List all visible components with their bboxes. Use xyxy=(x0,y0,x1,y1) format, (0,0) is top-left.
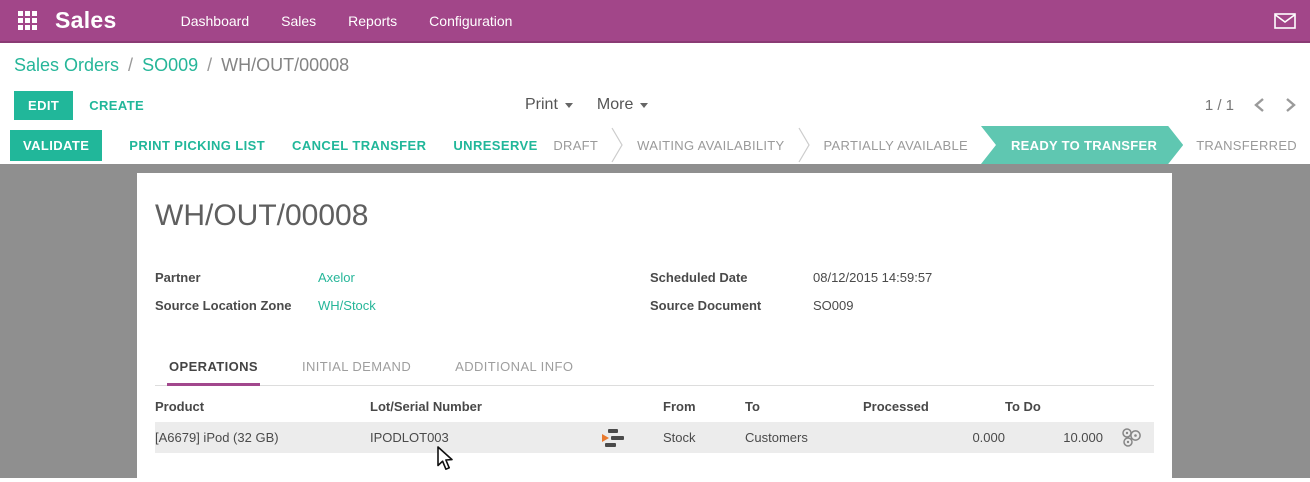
cell-product: [A6679] iPod (32 GB) xyxy=(155,430,279,445)
pager: 1 / 1 xyxy=(1205,97,1296,114)
chevron-down-icon xyxy=(640,102,649,108)
pager-previous-icon[interactable] xyxy=(1254,97,1265,113)
status-separator-icon xyxy=(611,126,624,164)
status-waiting-availability[interactable]: WAITING AVAILABILITY xyxy=(637,137,785,153)
status-separator-icon xyxy=(798,126,811,164)
cell-lot[interactable]: IPODLOT003 xyxy=(370,430,449,445)
form-sheet: WH/OUT/00008 Partner Axelor Source Locat… xyxy=(137,173,1172,478)
edit-button[interactable]: EDIT xyxy=(14,90,74,120)
apps-grid-icon[interactable] xyxy=(18,11,37,30)
breadcrumb-separator: / xyxy=(128,55,134,75)
messages-envelope-icon[interactable] xyxy=(1274,12,1296,29)
status-draft[interactable]: DRAFT xyxy=(553,137,599,153)
status-ready-to-transfer[interactable]: READY TO TRANSFER xyxy=(981,126,1183,164)
cell-processed[interactable]: 0.000 xyxy=(972,430,1005,445)
tab-additional-info[interactable]: ADDITIONAL INFO xyxy=(455,359,574,374)
cell-to: Customers xyxy=(745,430,808,445)
action-bar: VALIDATE PRINT PICKING LIST CANCEL TRANS… xyxy=(0,126,1310,164)
print-picking-list-button[interactable]: PRINT PICKING LIST xyxy=(129,137,266,153)
field-label: Partner xyxy=(155,270,201,285)
unreserve-button[interactable]: UNRESERVE xyxy=(453,137,538,153)
field-scheduled-date: Scheduled Date 08/12/2015 14:59:57 xyxy=(650,269,932,287)
cancel-transfer-button[interactable]: CANCEL TRANSFER xyxy=(292,137,427,153)
header-todo: To Do xyxy=(1005,399,1041,414)
create-button[interactable]: CREATE xyxy=(89,97,145,113)
validate-button[interactable]: VALIDATE xyxy=(10,129,103,161)
header-to: To xyxy=(745,399,760,414)
breadcrumb: Sales Orders / SO009 / WH/OUT/00008 xyxy=(0,43,1310,84)
operations-table: Product Lot/Serial Number From To Proces… xyxy=(155,390,1154,453)
more-dropdown-label: More xyxy=(596,96,634,113)
header-processed: Processed xyxy=(863,399,929,414)
form-toolbar: EDIT CREATE Print More 1 / 1 xyxy=(0,84,1310,126)
notebook-tabs: OPERATIONS INITIAL DEMAND ADDITIONAL INF… xyxy=(155,359,1154,386)
breadcrumb-so009[interactable]: SO009 xyxy=(142,55,199,75)
status-partially-available[interactable]: PARTIALLY AVAILABLE xyxy=(823,137,968,153)
form-overlay-background: WH/OUT/00008 Partner Axelor Source Locat… xyxy=(0,164,1310,478)
record-title: WH/OUT/00008 xyxy=(155,199,369,232)
package-lot-icon[interactable] xyxy=(1103,426,1152,449)
nav-item-sales[interactable]: Sales xyxy=(281,12,317,29)
breadcrumb-current: WH/OUT/00008 xyxy=(221,55,350,75)
partner-link[interactable]: Axelor xyxy=(318,270,355,285)
breadcrumb-separator: / xyxy=(207,55,213,75)
print-dropdown-label: Print xyxy=(525,96,558,113)
more-dropdown[interactable]: More xyxy=(596,96,649,114)
header-product: Product xyxy=(155,399,205,414)
nav-item-reports[interactable]: Reports xyxy=(348,12,398,29)
nav-menu: Dashboard Sales Reports Configuration xyxy=(167,7,527,35)
app-title: Sales xyxy=(55,7,117,33)
source-document-value: SO009 xyxy=(813,298,854,313)
nav-item-configuration[interactable]: Configuration xyxy=(429,12,513,29)
table-header-row: Product Lot/Serial Number From To Proces… xyxy=(155,390,1154,422)
cell-from: Stock xyxy=(663,430,696,445)
header-lot: Lot/Serial Number xyxy=(370,399,482,414)
field-partner: Partner Axelor xyxy=(155,269,650,287)
tab-initial-demand[interactable]: INITIAL DEMAND xyxy=(302,359,412,374)
tab-operations[interactable]: OPERATIONS xyxy=(167,359,260,386)
table-row[interactable]: [A6679] iPod (32 GB) IPODLOT003 Stock Cu… xyxy=(155,422,1154,453)
scheduled-date-value: 08/12/2015 14:59:57 xyxy=(813,270,933,285)
cell-todo[interactable]: 10.000 xyxy=(1063,430,1103,445)
status-transferred[interactable]: TRANSFERRED xyxy=(1196,137,1297,153)
field-label: Scheduled Date xyxy=(650,270,748,285)
field-label: Source Location Zone xyxy=(155,298,292,313)
field-groups: Partner Axelor Source Location Zone WH/S… xyxy=(155,269,1154,315)
breadcrumb-sales-orders[interactable]: Sales Orders xyxy=(14,55,120,75)
field-label: Source Document xyxy=(650,298,762,313)
chevron-down-icon xyxy=(564,102,573,108)
top-navbar: Sales Dashboard Sales Reports Configurat… xyxy=(0,0,1310,43)
print-dropdown[interactable]: Print xyxy=(525,96,573,114)
field-source-document: Source Document SO009 xyxy=(650,297,932,315)
nav-item-dashboard[interactable]: Dashboard xyxy=(180,12,250,29)
pager-count: 1 / 1 xyxy=(1204,96,1234,114)
statusbar: DRAFT WAITING AVAILABILITY PARTIALLY AVA… xyxy=(540,126,1310,164)
pager-next-icon[interactable] xyxy=(1285,97,1296,113)
split-operation-icon[interactable] xyxy=(602,428,663,448)
field-source-location-zone: Source Location Zone WH/Stock xyxy=(155,297,650,315)
header-from: From xyxy=(663,399,696,414)
source-location-link[interactable]: WH/Stock xyxy=(318,298,376,313)
